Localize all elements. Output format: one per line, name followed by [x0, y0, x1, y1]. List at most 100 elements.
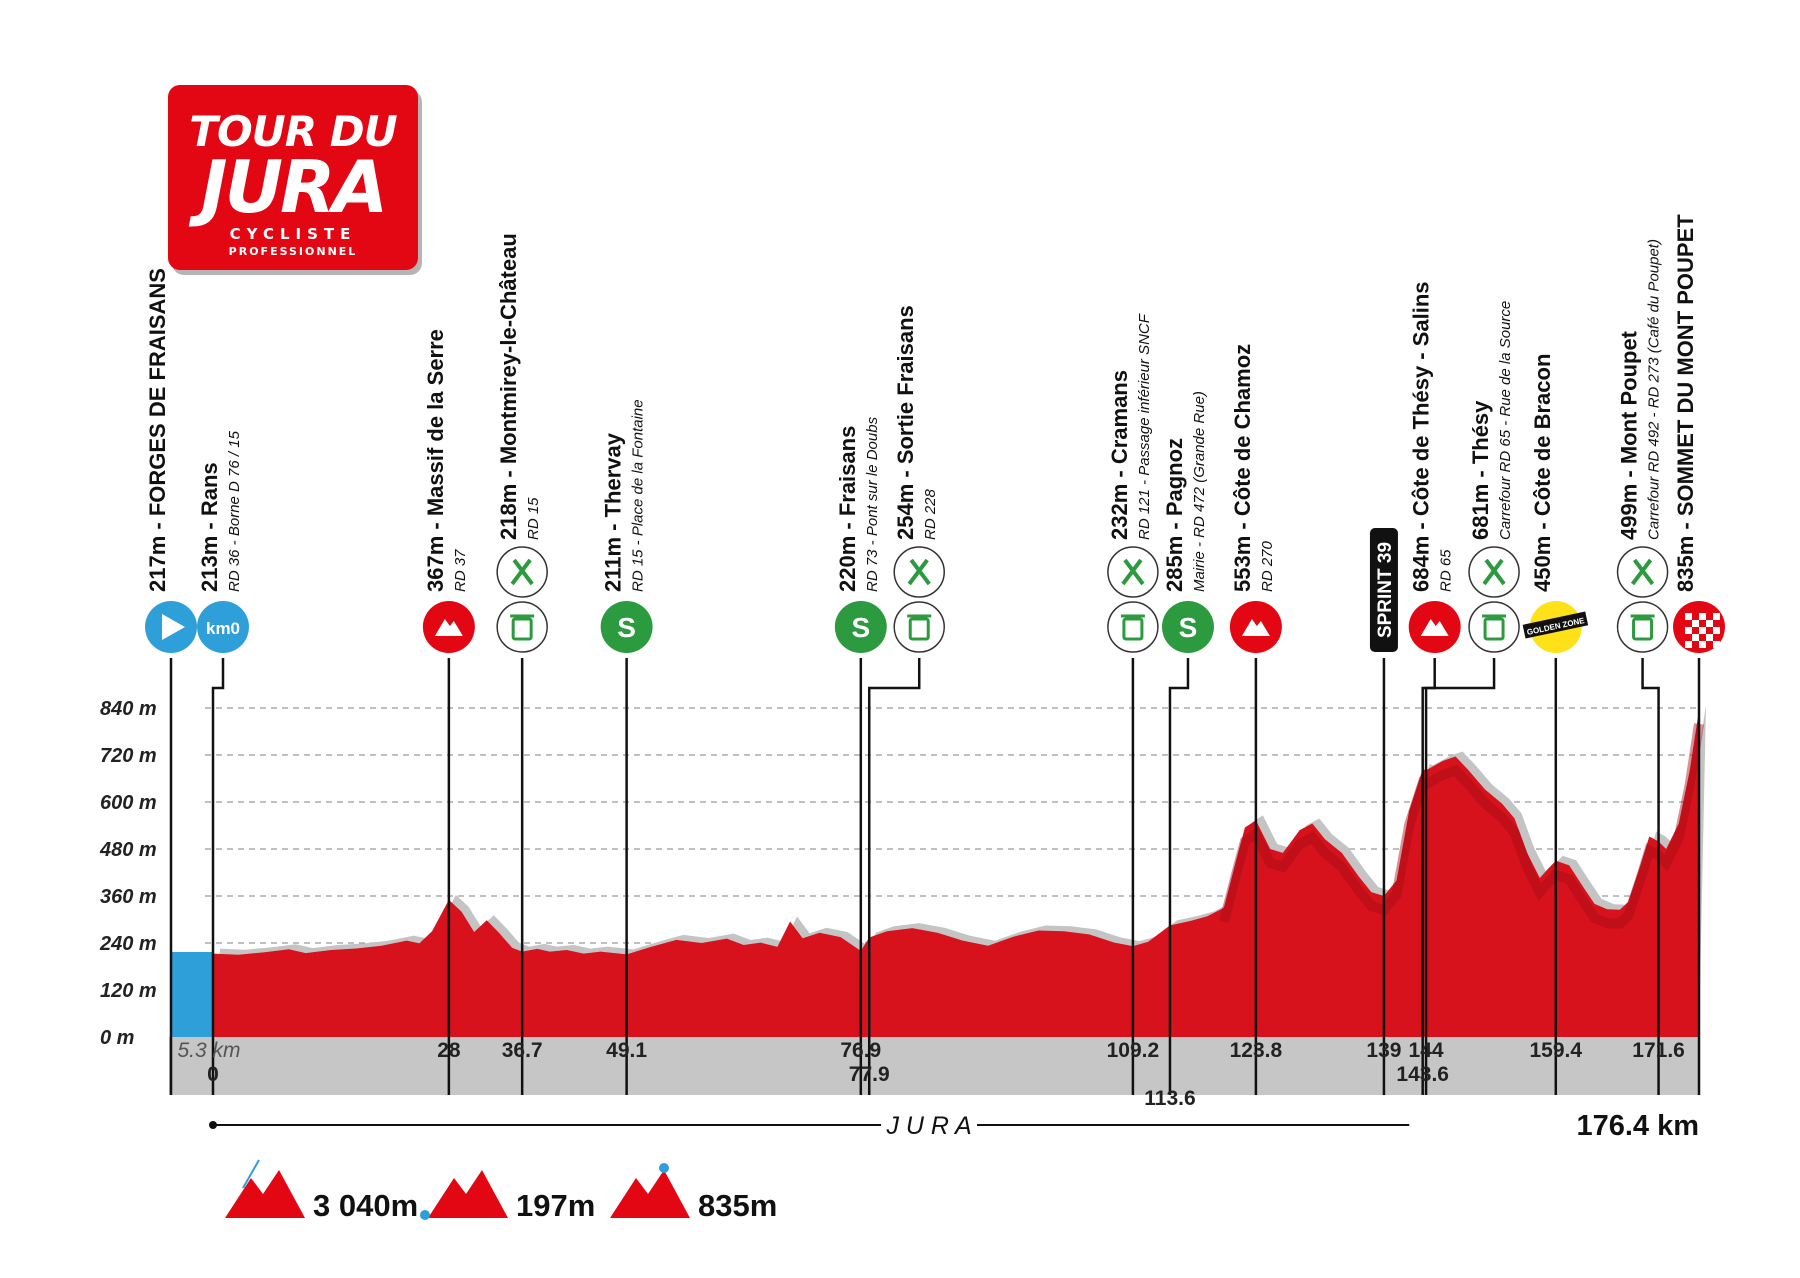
- y-tick-label: 120 m: [100, 980, 157, 1002]
- climb-icon: [1229, 601, 1282, 653]
- feed-icon: [496, 546, 548, 653]
- elevation-area: [213, 709, 1699, 1037]
- location-label: 232m - Cramans RD 121 - Passage inférieur…: [1107, 313, 1153, 540]
- golden-icon: GOLDEN ZONE: [1522, 601, 1589, 653]
- checker-square: [1706, 634, 1713, 641]
- location-road: RD 121 - Passage inférieur SNCF: [1136, 313, 1153, 540]
- location-label: 553m - Côte de Chamoz RD 270: [1230, 344, 1276, 592]
- checker-square: [1692, 620, 1699, 627]
- km-label: 109.2: [1107, 1039, 1160, 1062]
- summit-glyph: [610, 1170, 690, 1218]
- location-road: RD 73 - Pont sur le Doubs: [864, 416, 881, 592]
- location-title: 681m - Thésy: [1468, 400, 1493, 540]
- relief-shading: [1219, 723, 1704, 929]
- location-label: 681m - Thésy Carrefour RD 65 - Rue de la …: [1468, 301, 1514, 540]
- location-road: RD 37: [452, 549, 469, 592]
- location-label: 499m - Mont Poupet Carrefour RD 492 - RD …: [1617, 239, 1663, 540]
- km0-label: km0: [206, 619, 240, 638]
- checker-square: [1699, 627, 1706, 634]
- location-title: 553m - Côte de Chamoz: [1230, 344, 1255, 592]
- location-label: 213m - Rans RD 36 - Borne D 76 / 15: [197, 430, 243, 592]
- y-tick-label: 720 m: [100, 745, 157, 767]
- checker-square: [1713, 641, 1720, 648]
- marker-line: [1424, 658, 1496, 1095]
- lowest-point-icon: [420, 1170, 508, 1220]
- checker-square: [1699, 613, 1706, 620]
- mountain-glyph: [434, 619, 463, 636]
- checker-square: [1685, 613, 1692, 620]
- location-title: 450m - Côte de Bracon: [1530, 354, 1555, 592]
- feed-icon: [1107, 546, 1159, 653]
- km-label: 139: [1366, 1039, 1401, 1062]
- km0-icon: km0: [197, 601, 249, 653]
- km-label: 0: [207, 1063, 219, 1086]
- sprint39-badge: [1369, 528, 1398, 652]
- location-road: Carrefour RD 492 - RD 273 (Café du Poupe…: [1646, 239, 1663, 540]
- marker-line: [867, 658, 921, 1095]
- fork-knife-glyph: [1630, 558, 1655, 586]
- y-tick-label: 840 m: [100, 698, 157, 720]
- checker-square: [1685, 641, 1692, 648]
- waste-circle: [893, 601, 945, 653]
- location-label: 220m - Fraisans RD 73 - Pont sur le Doubs: [835, 416, 881, 592]
- bin-body: [1483, 617, 1505, 641]
- y-tick-label: 0 m: [100, 1027, 134, 1049]
- marker-line: [1168, 658, 1190, 1095]
- location-label: 285m - Pagnoz Mairie - RD 472 (Grande Rue…: [1162, 391, 1208, 592]
- fork-knife-glyph: [907, 558, 931, 586]
- bin-body: [1122, 617, 1144, 641]
- fork-knife-glyph: [1121, 558, 1145, 586]
- sprint-icon: S: [1161, 601, 1214, 653]
- location-title: 499m - Mont Poupet: [1617, 330, 1642, 540]
- sprint-circle: [834, 601, 887, 653]
- sprint-label: S: [1179, 612, 1198, 643]
- y-tick-label: 240 m: [99, 933, 157, 955]
- checker-square: [1685, 627, 1692, 634]
- km-label: 49.1: [606, 1039, 647, 1062]
- waste-circle: [496, 601, 548, 653]
- bin-body: [908, 617, 930, 641]
- checker-square: [1713, 627, 1720, 634]
- checker-square: [1699, 641, 1706, 648]
- km-label: 123.8: [1230, 1039, 1283, 1062]
- fork-knife-glyph: [1482, 558, 1506, 586]
- sprint39-icon: SPRINT 39: [1369, 528, 1398, 652]
- km-label: 143.6: [1396, 1063, 1449, 1086]
- marker-line: [1641, 658, 1660, 1095]
- location-title: 217m - FORGES DE FRAISANS: [145, 268, 170, 592]
- km-label: 171.6: [1632, 1039, 1685, 1062]
- sprint-icon: S: [834, 601, 887, 653]
- location-road: RD 36 - Borne D 76 / 15: [226, 430, 243, 592]
- location-title: 211m - Thervay: [601, 432, 626, 592]
- logo-line-3: CYCLISTE: [229, 225, 357, 243]
- marker-line: [211, 658, 225, 1095]
- sprint-circle: [600, 601, 653, 653]
- location-label: 211m - Thervay RD 15 - Place de la Fontai…: [601, 399, 647, 592]
- km-label: 77.9: [849, 1063, 890, 1086]
- tour-du-jura-logo: TOUR DU JURA CYCLISTE PROFESSIONNEL: [168, 85, 418, 270]
- km-label: 28: [437, 1039, 461, 1062]
- km-axis-band: [169, 1037, 1699, 1095]
- neutral-zone-area: [171, 952, 213, 1037]
- km0-circle: [197, 601, 249, 653]
- total-distance-label: 176.4 km: [1576, 1110, 1699, 1142]
- finish-icon: [1673, 601, 1725, 653]
- gain-arrow: [242, 1159, 260, 1189]
- location-label: 218m - Montmirey-le-Château RD 15: [496, 233, 542, 540]
- sprint-circle: [1161, 601, 1214, 653]
- location-label: 217m - FORGES DE FRAISANS: [145, 268, 170, 592]
- location-road: RD 270: [1259, 540, 1276, 592]
- checker-square: [1706, 620, 1713, 627]
- bin-body: [511, 617, 533, 641]
- sprint39-label: SPRINT 39: [1375, 542, 1396, 638]
- logo-line-2: JURA: [200, 145, 388, 229]
- location-road: Mairie - RD 472 (Grande Rue): [1191, 391, 1208, 592]
- location-title: 218m - Montmirey-le-Château: [496, 233, 521, 540]
- y-tick-label: 600 m: [100, 792, 157, 814]
- summary-value: 835m: [698, 1188, 777, 1223]
- logo-line-1: TOUR DU: [189, 107, 397, 156]
- low-dot: [420, 1210, 430, 1220]
- mountain-glyph: [1420, 619, 1449, 636]
